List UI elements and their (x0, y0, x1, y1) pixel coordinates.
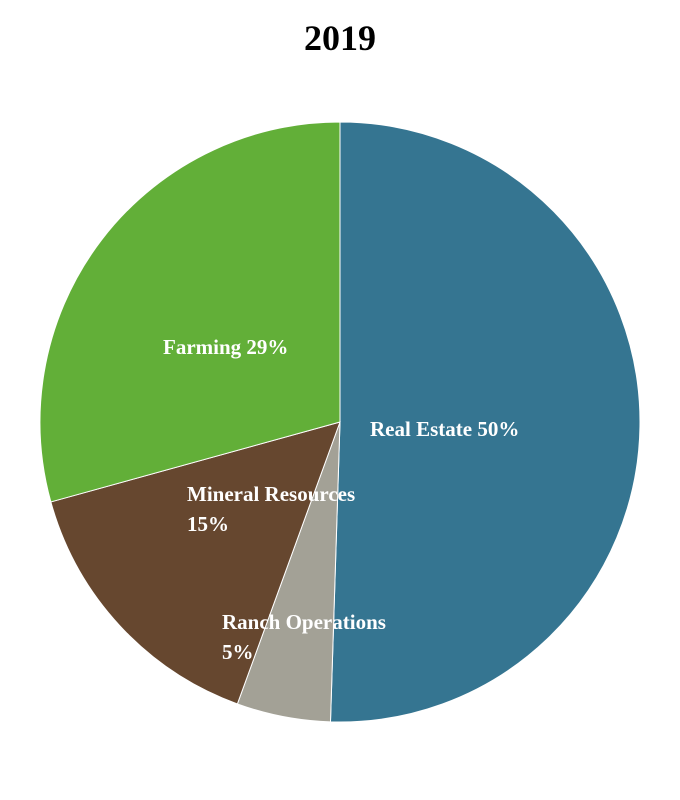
slice-label: Ranch Operations 5% (222, 607, 392, 667)
slice-value: 29% (246, 335, 289, 359)
slice-label: Real Estate 50% (370, 414, 570, 444)
pie-slice (50, 421, 341, 705)
pie-slice (329, 121, 641, 723)
slice-label: Mineral Resources 15% (187, 479, 357, 539)
slice-category: Real Estate (370, 417, 473, 441)
slice-category: Ranch Operations (222, 610, 386, 634)
slice-value: 5% (222, 640, 254, 664)
slice-category: Mineral Resources (187, 482, 356, 506)
slice-value: 15% (187, 512, 229, 536)
slice-category: Farming (163, 335, 242, 359)
slice-label: Farming 29% (163, 332, 333, 362)
pie-slice (39, 121, 341, 503)
chart-title: 2019 (304, 18, 376, 58)
slice-value: 50% (477, 417, 520, 441)
